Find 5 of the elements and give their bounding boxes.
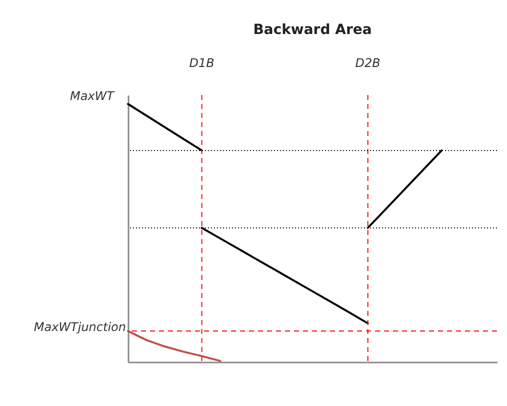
x-tick-label: D2B [355, 56, 380, 70]
text: MaxWT [70, 89, 116, 103]
ref-line-label: MaxWTjunction [34, 320, 126, 334]
chart-title: Backward Area [253, 22, 372, 38]
x-tick-label: D1B [189, 56, 214, 70]
